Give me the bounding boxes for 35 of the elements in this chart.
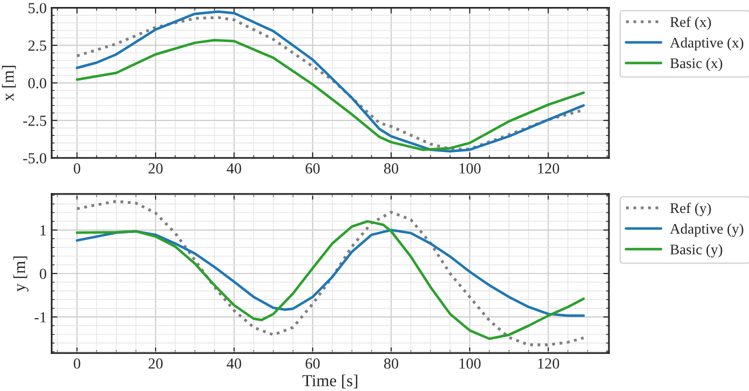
x-tick-label: 100 xyxy=(460,358,481,369)
legend-label: Ref (y) xyxy=(670,202,711,216)
legend-label: Adaptive (x) xyxy=(670,37,744,51)
x-tick-label: 80 xyxy=(384,358,398,369)
x-tick-label: 0 xyxy=(74,358,80,369)
x-tick-label: 40 xyxy=(226,163,242,174)
y-tick-label: 5.0 xyxy=(28,2,46,14)
x-tick-label: 0 xyxy=(74,163,80,174)
x-tick-label: 20 xyxy=(148,163,163,174)
y-axis-title: y [m] xyxy=(13,256,29,292)
legend-label: Basic (x) xyxy=(670,58,722,72)
legend-label: Ref (x) xyxy=(670,16,711,30)
x-tick-label: 100 xyxy=(460,163,481,174)
x-tick-label: 60 xyxy=(306,358,320,369)
x-tick-label: 120 xyxy=(538,358,560,369)
y-tick-label: -5.0 xyxy=(23,153,46,164)
y-tick-label: -2.5 xyxy=(23,116,46,126)
line-series xyxy=(76,200,585,346)
y-tick-label: -1 xyxy=(34,312,46,322)
y-tick-label: 1 xyxy=(40,225,46,236)
line-series xyxy=(76,220,585,340)
x-axis-title: Time [s] xyxy=(302,374,358,388)
x-tick-label: 80 xyxy=(384,163,398,174)
legend-label: Adaptive (y) xyxy=(670,223,744,237)
x-tick-label: 20 xyxy=(148,358,163,369)
line-series xyxy=(76,38,585,151)
x-tick-label: 40 xyxy=(226,358,242,369)
line-series xyxy=(76,228,585,317)
y-tick-label: 0.0 xyxy=(28,78,46,88)
y-axis-title: x [m] xyxy=(2,66,16,102)
legend-label: Basic (y) xyxy=(670,244,722,258)
x-tick-label: 60 xyxy=(306,163,320,174)
y-tick-label: 2.5 xyxy=(28,40,46,51)
y-tick-label: 0 xyxy=(40,268,46,279)
x-tick-label: 120 xyxy=(538,163,560,174)
